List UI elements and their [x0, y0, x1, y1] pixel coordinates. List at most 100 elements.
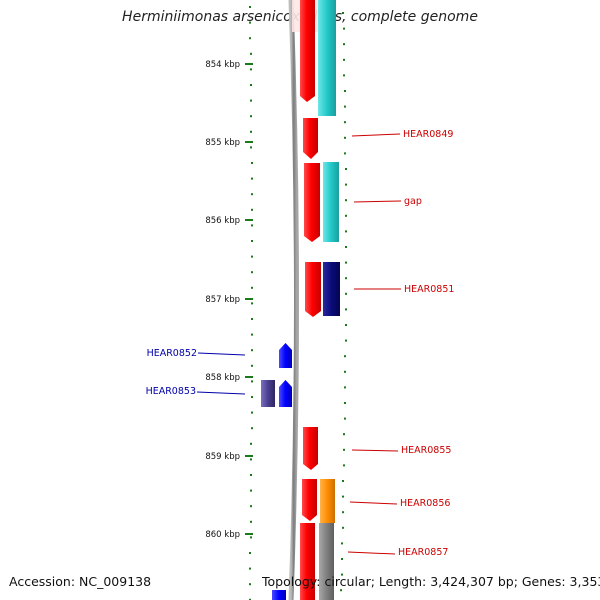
kbp-tick-label: 860 kbp [205, 530, 240, 540]
guide-dot [249, 598, 251, 600]
guide-dot [249, 567, 251, 570]
blue-feature-bottom[interactable] [272, 590, 286, 600]
label-leader-line [347, 551, 396, 555]
guide-dot [250, 84, 252, 86]
label-leader-line [351, 133, 401, 137]
guide-dot [343, 448, 345, 451]
guide-dot [343, 74, 345, 77]
guide-dot [251, 302, 253, 305]
topology-text: Topology: circular; Length: 3,424,307 bp… [262, 574, 600, 589]
kbp-tick-label: 859 kbp [205, 452, 240, 462]
gene-arrow-forward[interactable] [305, 262, 321, 317]
guide-dot [250, 115, 252, 118]
guide-dot [251, 318, 253, 320]
label-leader-line [351, 449, 399, 452]
guide-dot [249, 583, 251, 586]
guide-dot [250, 68, 252, 71]
guide-dot [251, 380, 253, 383]
label-leader-line [197, 352, 246, 356]
guide-dot [249, 37, 251, 40]
kbp-scale: 854 kbp 855 kbp 856 kbp 857 kbp 858 kbp … [205, 60, 253, 540]
guide-dot [345, 183, 347, 186]
gene-label-hear0851[interactable]: HEAR0851 [404, 284, 454, 295]
left-gene-labels: HEAR0852 HEAR0853 [146, 348, 246, 397]
cyan-feature-top[interactable] [318, 0, 336, 116]
guide-dot [250, 130, 252, 133]
guide-dot [250, 442, 252, 445]
gene-label-hear0855[interactable]: HEAR0855 [401, 445, 451, 456]
guide-dot [345, 308, 347, 311]
guide-dot [344, 386, 346, 389]
navy-feature-hear0851[interactable] [323, 262, 340, 316]
guide-dot [344, 417, 346, 420]
guide-dot [249, 21, 251, 24]
guide-dot [345, 261, 347, 264]
gene-arrow-reverse-hear0853[interactable] [279, 380, 292, 407]
guide-dot [344, 121, 346, 124]
gene-arrow-forward[interactable] [300, 0, 315, 102]
gene-arrow-reverse-hear0852[interactable] [279, 343, 292, 368]
guide-dot [344, 152, 346, 155]
guide-dot [342, 12, 344, 14]
right-dotted-guide [340, 12, 347, 592]
guide-dot [344, 90, 346, 92]
gene-arrow-forward-hear0857[interactable] [300, 523, 315, 600]
guide-dot [251, 286, 253, 289]
kbp-tick-label: 854 kbp [205, 60, 240, 70]
gene-arrow-forward-hear0849[interactable] [303, 118, 318, 159]
guide-dot [345, 214, 347, 217]
gene-arrow-forward-hear0856[interactable] [302, 479, 317, 521]
guide-dot [342, 526, 344, 529]
guide-dot [345, 168, 347, 170]
guide-dot [251, 240, 253, 242]
guide-dot [344, 402, 346, 404]
guide-dot [341, 573, 343, 576]
guide-dot [250, 536, 252, 539]
guide-dot [342, 480, 344, 482]
guide-dot [343, 433, 345, 436]
gene-label-hear0853[interactable]: HEAR0853 [146, 386, 196, 397]
genome-backbone [288, 0, 299, 600]
guide-dot [251, 333, 253, 336]
kbp-tick-label: 855 kbp [205, 138, 240, 148]
guide-dot [345, 246, 347, 248]
cyan-feature-gap[interactable] [323, 162, 339, 242]
right-gene-labels: HEAR0849 gap HEAR0851 HEAR0855 HEAR0856 … [347, 129, 454, 558]
gene-label-hear0849[interactable]: HEAR0849 [403, 129, 453, 140]
guide-dot [345, 230, 347, 233]
kbp-tick-label: 857 kbp [205, 295, 240, 305]
accession-text: Accession: NC_009138 [9, 574, 152, 589]
guide-dot [249, 6, 251, 8]
gene-label-hear0856[interactable]: HEAR0856 [400, 498, 450, 509]
label-leader-line [349, 501, 398, 505]
guide-dot [342, 495, 344, 498]
kbp-tick-label: 858 kbp [205, 373, 240, 383]
gene-label-hear0857[interactable]: HEAR0857 [398, 547, 448, 558]
guide-dot [345, 324, 347, 326]
guide-dot [250, 474, 252, 476]
gene-arrow-forward-hear0855[interactable] [303, 427, 318, 470]
guide-dot [345, 277, 347, 280]
guide-dot [344, 355, 346, 358]
guide-dot [251, 411, 253, 414]
guide-dot [341, 558, 343, 560]
guide-dot [251, 364, 253, 367]
gene-label-gap[interactable]: gap [404, 196, 422, 207]
guide-dot [251, 208, 253, 211]
guide-dot [250, 458, 252, 461]
orange-feature-hear0856[interactable] [320, 479, 335, 523]
purple-feature-hear0853[interactable] [261, 380, 275, 407]
guide-dot [250, 489, 252, 492]
gene-arrow-forward[interactable] [304, 163, 320, 242]
gray-feature-hear0857[interactable] [319, 523, 334, 600]
left-dotted-guide [249, 6, 253, 600]
guide-dot [251, 271, 253, 274]
guide-dot [344, 136, 346, 139]
guide-dot [343, 58, 345, 61]
kbp-tick-label: 856 kbp [205, 216, 240, 226]
gene-label-hear0852[interactable]: HEAR0852 [147, 348, 197, 359]
guide-dot [340, 589, 342, 592]
guide-dot [343, 27, 345, 30]
label-leader-line [353, 200, 402, 203]
